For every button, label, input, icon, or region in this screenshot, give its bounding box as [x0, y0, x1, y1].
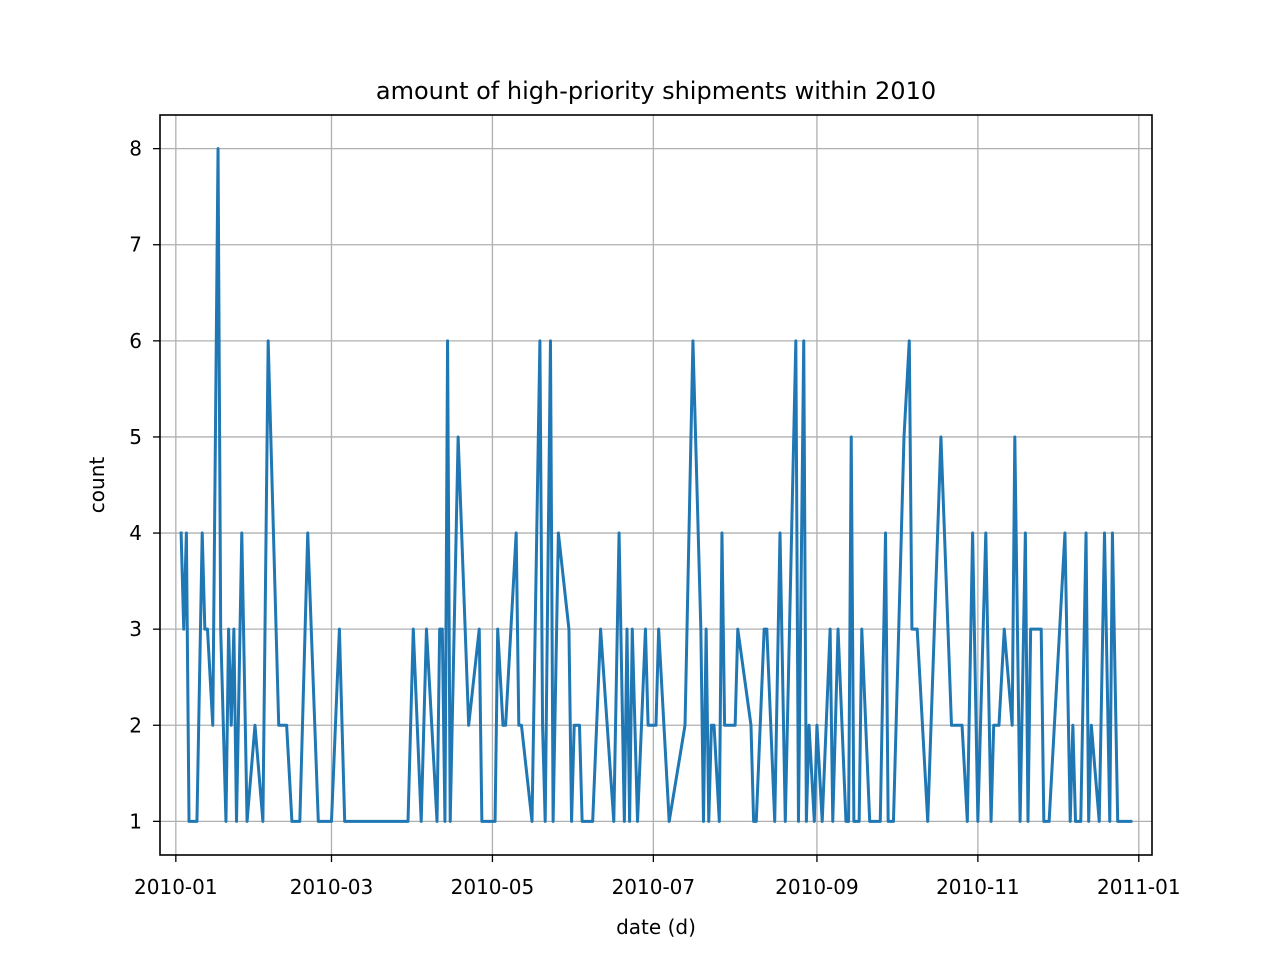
x-tick-label: 2010-07: [612, 875, 696, 899]
x-tick-label: 2010-03: [290, 875, 374, 899]
plot-frame: [159, 114, 1153, 856]
x-tick-label: 2010-09: [775, 875, 859, 899]
y-axis-label: count: [85, 457, 109, 514]
x-tick-label: 2010-01: [134, 875, 218, 899]
chart-title: amount of high-priority shipments within…: [376, 77, 936, 105]
x-tick-label: 2010-05: [451, 875, 535, 899]
y-tick-label: 3: [129, 617, 142, 641]
y-tick-label: 4: [129, 521, 142, 545]
y-tick-label: 5: [129, 425, 142, 449]
x-axis: 2010-01 2010-03 2010-05 2010-07 2010-09 2010-…: [134, 855, 1181, 899]
y-tick-label: 7: [129, 233, 142, 257]
x-axis-label: date (d): [616, 915, 696, 939]
y-tick-label: 1: [129, 809, 142, 833]
series-line: [179, 147, 1133, 823]
y-axis: 1 2 3 4 5 6 7 8: [129, 137, 160, 833]
y-tick-label: 2: [129, 713, 142, 737]
x-tick-label: 2011-01: [1097, 875, 1181, 899]
x-tick-label: 2010-11: [936, 875, 1020, 899]
y-tick-label: 8: [129, 137, 142, 161]
series-layer: [179, 147, 1133, 823]
y-tick-label: 6: [129, 329, 142, 353]
